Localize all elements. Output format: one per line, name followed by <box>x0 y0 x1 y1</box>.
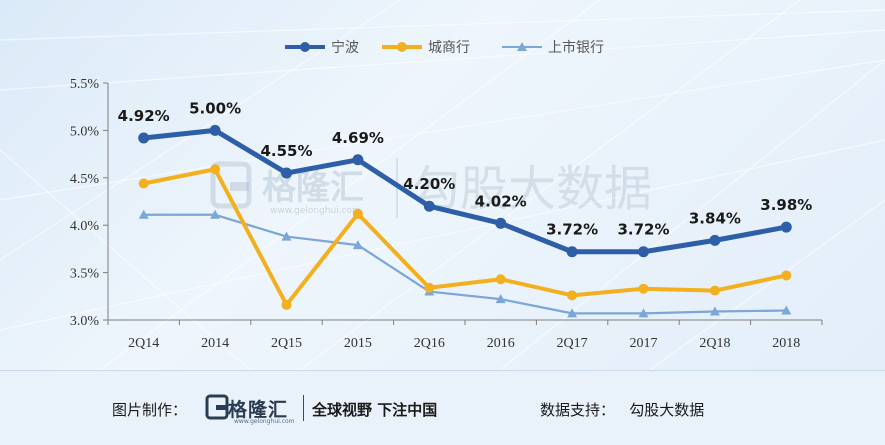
footer-divider <box>303 395 304 421</box>
y-tick-label: 3.0% <box>70 314 100 329</box>
data-label: 3.84% <box>689 209 741 227</box>
chart-area: 格隆汇 www.gelonghui.com 勾股大数据 3.0% 3.5% 4.0% 4.… <box>0 0 885 370</box>
footer-logo-url: www.gelonghui.com <box>234 418 295 425</box>
data-point <box>281 299 292 310</box>
data-point <box>210 209 221 219</box>
data-point <box>638 283 649 294</box>
x-tick-label: 2Q14 <box>128 336 159 351</box>
data-point <box>567 308 578 318</box>
x-tick-label: 2017 <box>630 336 658 351</box>
background-line <box>299 0 801 370</box>
data-point <box>138 209 149 219</box>
y-tick-label: 4.0% <box>70 219 100 234</box>
chart-legend: 宁波 城商行 上市银行 <box>285 39 604 56</box>
y-tick-label: 5.5% <box>70 77 100 92</box>
series-line <box>143 127 787 255</box>
data-label: 4.20% <box>403 175 455 193</box>
data-point <box>281 167 292 179</box>
data-point <box>210 164 221 175</box>
data-label: 3.72% <box>546 221 598 239</box>
data-point <box>138 132 150 144</box>
data-point <box>709 285 720 296</box>
x-tick-label: 2Q15 <box>271 336 302 351</box>
watermark-logo-icon-bar <box>230 182 249 191</box>
legend-label: 宁波 <box>331 39 359 56</box>
data-point <box>281 231 292 241</box>
background-line <box>99 0 601 370</box>
gelonghui-logo-icon <box>205 394 229 420</box>
slogan: 全球视野 下注中国 <box>312 401 438 419</box>
data-point <box>566 246 578 258</box>
data-point <box>495 217 507 229</box>
x-tick-label: 2016 <box>487 336 515 351</box>
y-tick-label: 3.5% <box>70 267 100 282</box>
legend-item: 城商行 <box>382 40 470 56</box>
legend-label: 上市银行 <box>548 39 604 56</box>
data-point <box>780 221 792 233</box>
x-tick-label: 2018 <box>772 336 800 351</box>
data-point <box>781 270 792 281</box>
y-tick-label: 5.0% <box>70 124 100 139</box>
data-point <box>423 200 435 212</box>
data-support: 数据支持： 勾股大数据 <box>540 401 705 419</box>
data-point <box>352 154 364 166</box>
series-0: 4.92% 5.00% 4.55% 4.69% 4.20% 4.02% 3.72% 3.72%… <box>118 99 812 258</box>
data-label: 4.69% <box>332 129 384 147</box>
made-by-label: 图片制作： <box>112 401 188 419</box>
data-label: 3.72% <box>617 221 669 239</box>
series-1 <box>138 164 792 310</box>
legend-marker <box>300 42 310 52</box>
data-point <box>352 208 363 219</box>
background-line <box>649 199 885 370</box>
legend-item: 上市银行 <box>502 39 604 56</box>
series-line <box>143 213 787 315</box>
data-point <box>495 274 506 285</box>
data-label: 3.98% <box>760 196 812 214</box>
legend-item: 宁波 <box>285 39 359 56</box>
x-tick-label: 2015 <box>344 336 372 351</box>
background-line <box>0 59 885 201</box>
data-label: 4.92% <box>118 107 170 125</box>
x-tick-label: 2Q17 <box>557 336 588 351</box>
y-tick-label: 4.5% <box>70 172 100 187</box>
x-tick-label: 2014 <box>201 336 229 351</box>
watermark-data-text: 勾股大数据 <box>412 161 652 217</box>
series-line <box>143 167 787 307</box>
data-point <box>138 178 149 189</box>
chart-axes: 3.0% 3.5% 4.0% 4.5% 5.0% 5.5% 2Q14 2014 2Q15 2015… <box>70 77 823 351</box>
data-point <box>638 308 649 318</box>
data-point <box>638 246 649 258</box>
footer: 图片制作： 格隆汇 www.gelonghui.com 全球视野 下注中国 数据… <box>0 370 885 445</box>
background-line <box>0 139 885 331</box>
data-point <box>495 294 506 304</box>
data-point <box>781 305 792 315</box>
background-line <box>0 149 251 370</box>
background-line <box>499 59 885 370</box>
data-label: 4.02% <box>475 192 527 210</box>
data-point <box>209 124 221 136</box>
data-label: 4.55% <box>260 142 312 160</box>
series-2 <box>138 209 792 318</box>
background-line <box>0 9 885 41</box>
data-point <box>709 234 721 246</box>
watermark-url: www.gelonghui.com <box>270 206 361 216</box>
x-tick-label: 2Q16 <box>414 336 445 351</box>
legend-marker <box>397 42 407 52</box>
series-layer: 4.92% 5.00% 4.55% 4.69% 4.20% 4.02% 3.72% 3.72%… <box>118 99 812 318</box>
data-point <box>424 282 435 293</box>
watermark-logo-icon <box>210 161 252 209</box>
data-point <box>709 306 720 316</box>
data-point <box>567 290 578 301</box>
legend-label: 城商行 <box>428 40 470 56</box>
background-decoration <box>0 0 885 370</box>
data-point <box>352 240 363 250</box>
data-label: 5.00% <box>189 99 241 117</box>
legend-marker <box>517 42 527 51</box>
watermark-logo-text: 格隆汇 <box>262 168 364 208</box>
x-tick-label: 2Q18 <box>699 336 730 351</box>
footer-logo-text: 格隆汇 <box>228 399 289 421</box>
background-line <box>0 29 885 91</box>
